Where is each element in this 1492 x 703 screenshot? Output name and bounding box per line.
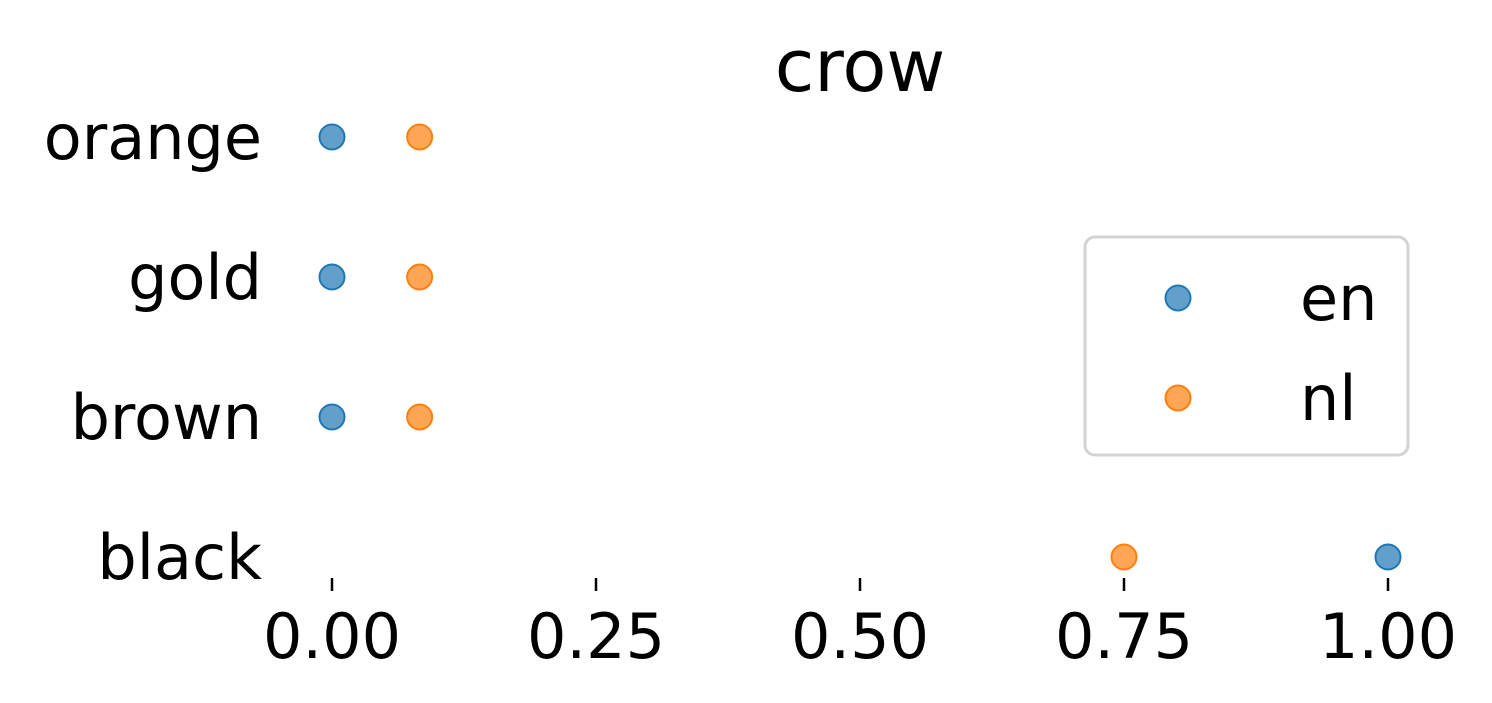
legend: en nl <box>1083 235 1410 457</box>
y-axis-labels: orange gold brown black <box>44 101 262 594</box>
point-nl-orange <box>406 123 434 151</box>
point-nl-brown <box>406 403 434 431</box>
x-tick-label: 1.00 <box>1319 600 1457 673</box>
point-en-brown <box>318 403 346 431</box>
data-points <box>318 123 1402 571</box>
point-en-black <box>1374 543 1402 571</box>
point-nl-gold <box>406 263 434 291</box>
chart-title: crow <box>775 24 946 108</box>
y-tick-label-black: black <box>97 521 262 594</box>
x-tick-label: 0.50 <box>791 600 929 673</box>
y-tick-label-orange: orange <box>44 101 262 174</box>
legend-label-en: en <box>1300 262 1377 335</box>
legend-label-nl: nl <box>1300 362 1357 435</box>
x-tick-label: 0.75 <box>1055 600 1193 673</box>
x-tick-label: 0.25 <box>527 600 665 673</box>
x-tick-label: 0.00 <box>263 600 401 673</box>
legend-marker-nl <box>1164 384 1192 412</box>
x-axis: 0.00 0.25 0.50 0.75 1.00 <box>263 578 1457 673</box>
y-tick-label-gold: gold <box>128 241 262 314</box>
point-en-gold <box>318 263 346 291</box>
point-nl-black <box>1110 543 1138 571</box>
y-tick-label-brown: brown <box>71 381 262 454</box>
legend-marker-en <box>1164 284 1192 312</box>
point-en-orange <box>318 123 346 151</box>
